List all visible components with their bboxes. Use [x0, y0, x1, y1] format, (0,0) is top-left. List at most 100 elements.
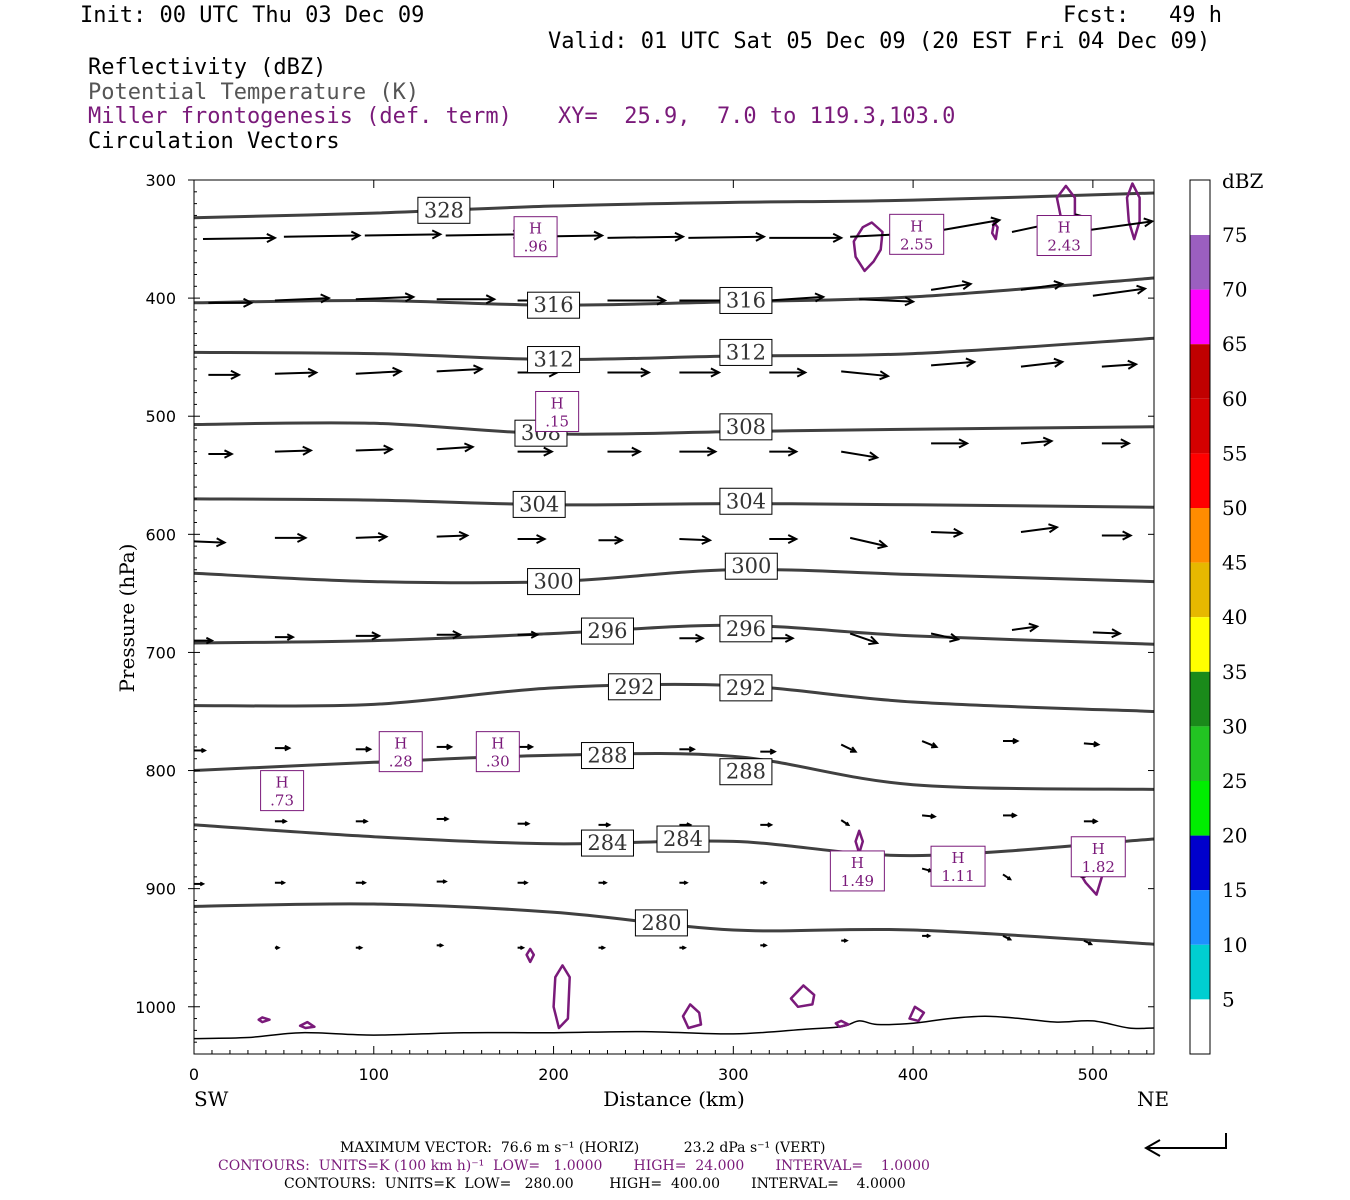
label-box	[580, 617, 634, 645]
fronto-contour-0	[852, 221, 884, 273]
label-text: 292	[614, 675, 654, 699]
fronto-contour-9	[908, 1005, 926, 1023]
vector-shaft	[1092, 287, 1146, 297]
colorbar-title: dBZ	[1222, 169, 1264, 193]
vector-92	[921, 813, 937, 820]
vector-head	[1088, 941, 1094, 946]
theta-label-292-b: 292	[719, 674, 773, 702]
vector-22	[1020, 280, 1065, 291]
label-text: 300	[731, 554, 771, 578]
vector-shaft	[355, 295, 414, 301]
vector-0	[202, 233, 278, 243]
vector-shaft	[930, 632, 959, 641]
label-text: 328	[424, 198, 464, 222]
label-box	[580, 742, 634, 770]
vector-head	[284, 744, 292, 752]
label-text: 316	[726, 288, 766, 312]
high-value: .96	[524, 238, 548, 256]
label-text: 304	[519, 492, 559, 516]
colorbar-cell-12	[1190, 835, 1210, 891]
label-box	[719, 286, 773, 314]
label-text: 296	[726, 617, 766, 641]
label-text: 288	[726, 760, 766, 784]
max-vector-note: MAXIMUM VECTOR: 76.6 m s⁻¹ (HORIZ) 23.2 …	[340, 1140, 826, 1156]
vector-85	[355, 818, 369, 824]
colorbar-cell-1	[1190, 235, 1210, 290]
vector-94	[1083, 818, 1099, 825]
vector-head	[787, 446, 799, 457]
high-box	[378, 731, 423, 773]
vector-115	[922, 933, 932, 939]
y-tick-label: 500	[145, 407, 176, 426]
vector-7	[769, 232, 844, 243]
label-text: 304	[726, 489, 766, 513]
vector-head	[640, 367, 652, 378]
vector-108	[355, 945, 364, 950]
vector-head	[1120, 438, 1132, 449]
vector-head	[930, 742, 939, 749]
vector-shaft	[1101, 363, 1137, 368]
vector-shaft	[193, 540, 225, 544]
vector-shaft	[436, 367, 482, 373]
vector-head	[605, 822, 612, 828]
vector-5	[607, 231, 686, 242]
vector-head	[593, 230, 605, 241]
fronto-contour-2	[1125, 182, 1141, 241]
vector-shaft	[849, 536, 887, 548]
fronto-high-2: H2.43	[1036, 215, 1092, 257]
vector-shaft	[274, 297, 329, 302]
y-axis-label: Pressure (hPa)	[115, 544, 139, 693]
fronto-high-9: H1.82	[1070, 836, 1126, 878]
vector-shaft	[1083, 742, 1099, 746]
vector-head	[755, 231, 767, 242]
high-letter: H	[529, 220, 542, 238]
high-letter: H	[551, 394, 564, 412]
x-tick-label: 200	[538, 1065, 569, 1084]
label-text: 300	[534, 570, 574, 594]
vector-116	[1002, 934, 1013, 941]
vector-head	[358, 945, 364, 950]
vector-head	[473, 364, 484, 375]
high-letter: H	[394, 735, 407, 753]
vector-72	[194, 747, 207, 754]
vector-61	[274, 633, 296, 641]
vector-70	[1011, 622, 1040, 633]
theta-contour-note: CONTOURS: UNITS=K LOW= 280.00 HIGH= 400.…	[284, 1176, 906, 1192]
vector-head	[1007, 876, 1013, 881]
x-tick-label: 300	[718, 1065, 749, 1084]
colorbar-label: 25	[1222, 769, 1247, 793]
colorbar-cell-7	[1190, 562, 1210, 618]
vector-96	[274, 880, 287, 886]
theta-label-284-b: 284	[656, 825, 710, 853]
vector-37	[274, 445, 314, 456]
colorbar-label: 15	[1222, 878, 1247, 902]
vector-38	[355, 444, 394, 455]
vector-head	[404, 292, 416, 303]
vector-29	[607, 367, 652, 378]
colorbar-cell-8	[1190, 617, 1210, 672]
vector-shaft	[921, 740, 937, 748]
vector-head	[296, 532, 308, 543]
vector-17	[607, 295, 668, 306]
vector-head	[1028, 622, 1040, 633]
vector-shaft	[355, 448, 392, 452]
vector-109	[436, 943, 445, 948]
theta-label-316-b: 316	[719, 286, 773, 314]
vector-head	[1053, 357, 1065, 368]
colorbar-label: 60	[1222, 387, 1247, 411]
forecast-hour: Fcst: 49 h	[1063, 3, 1222, 28]
theta-contour-316	[193, 276, 1155, 307]
vector-head	[614, 535, 625, 545]
theta-contour-328	[193, 191, 1155, 220]
label-text: 296	[587, 619, 627, 643]
vector-82	[1002, 737, 1020, 745]
vector-head	[1092, 818, 1099, 825]
vector-32	[841, 370, 891, 381]
vector-shaft	[849, 632, 878, 644]
label-text: 288	[587, 744, 627, 768]
vector-head	[431, 229, 443, 240]
vector-111	[598, 945, 607, 950]
theta-label-304: 304	[512, 490, 566, 518]
theta-label-296-b: 296	[719, 615, 773, 643]
fronto-high-1: H2.55	[889, 213, 945, 255]
